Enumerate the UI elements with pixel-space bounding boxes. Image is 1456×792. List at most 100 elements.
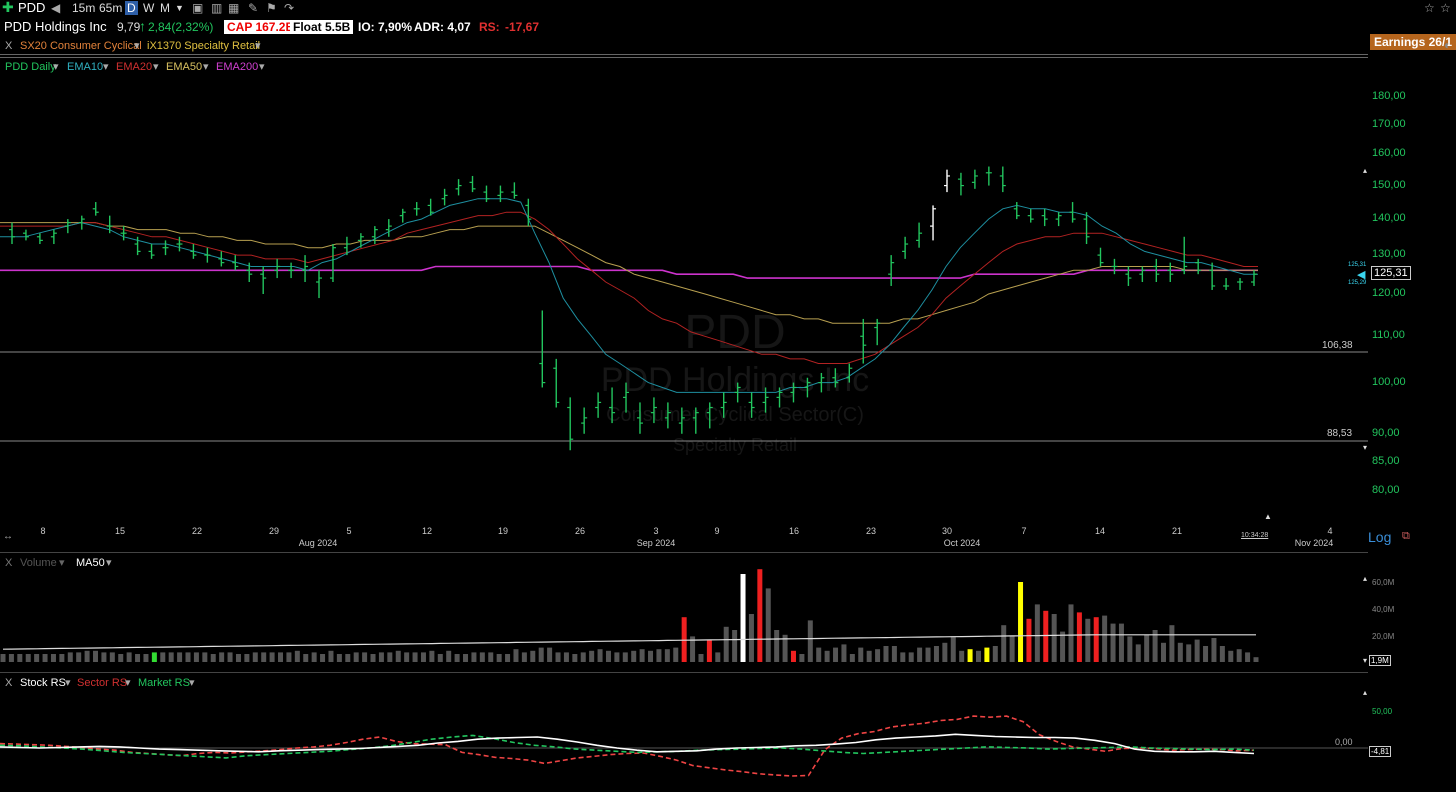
price-chart[interactable] <box>0 60 1368 520</box>
volume-bar <box>1127 636 1133 662</box>
sector-dropdown-icon[interactable]: ▾ <box>134 40 140 52</box>
volume-divider <box>0 552 1368 553</box>
volume-bar <box>900 652 906 662</box>
sector-link[interactable]: SX20 Consumer Cyclical <box>20 40 142 52</box>
volume-bar <box>1043 610 1049 662</box>
volume-bar <box>1060 631 1066 662</box>
price-bar <box>329 244 336 283</box>
rs-market-label[interactable]: Market RS <box>138 677 190 689</box>
symbol-input[interactable]: PDD <box>18 0 46 15</box>
date-tick: 30 <box>941 526 953 536</box>
volume-bar <box>959 650 965 662</box>
volume-bar <box>160 652 166 662</box>
volume-bar <box>353 652 359 662</box>
calculator-icon[interactable]: ▦ <box>228 1 240 15</box>
period-daily[interactable]: D <box>125 1 138 15</box>
volume-bar <box>757 569 763 662</box>
add-icon[interactable]: ✚ <box>2 0 14 15</box>
legend-ema10[interactable]: EMA10 <box>67 61 104 73</box>
price-bar <box>567 397 574 451</box>
scroll-up-icon[interactable]: ▲ <box>1264 512 1272 521</box>
date-tick: 19 <box>497 526 509 536</box>
chart-type-icon[interactable]: ▣ <box>192 1 204 15</box>
price-bar <box>511 182 518 199</box>
rs-up-arrow-icon[interactable]: ▴ <box>1363 688 1368 697</box>
price-bar <box>1209 262 1216 290</box>
ema50-dropdown-icon[interactable]: ▾ <box>203 61 209 73</box>
draw-icon[interactable]: ✎ <box>248 1 259 15</box>
star-icon[interactable]: ☆ <box>1424 1 1435 15</box>
ema200-dropdown-icon[interactable]: ▾ <box>259 61 265 73</box>
volume-bar <box>93 650 99 662</box>
share-icon[interactable]: ↷ <box>284 1 295 15</box>
legend-ema20[interactable]: EMA20 <box>116 61 153 73</box>
price-bar <box>9 222 15 245</box>
rs-stock-dropdown-icon[interactable]: ▾ <box>65 677 71 689</box>
earnings-badge[interactable]: Earnings 26/1 <box>1369 34 1456 50</box>
rs-sector-dropdown-icon[interactable]: ▾ <box>125 677 131 689</box>
price-bar <box>232 255 239 271</box>
axis-up-arrow-icon[interactable]: ▴ <box>1363 166 1368 175</box>
month-tick: Aug 2024 <box>298 538 338 548</box>
ema20-dropdown-icon[interactable]: ▾ <box>153 61 159 73</box>
sector-bar: X SX20 Consumer Cyclical ▾ iX1370 Specia… <box>0 36 1456 54</box>
star-outline-icon[interactable]: ☆ <box>1440 1 1451 15</box>
volume-bar <box>328 650 334 662</box>
volume-dropdown-icon[interactable]: ▾ <box>59 557 65 569</box>
price-bar <box>846 363 853 383</box>
ma-dropdown-icon[interactable]: ▾ <box>106 557 112 569</box>
quote-header: PDD Holdings Inc 9,79 ↑ 2,84(2,32%) CAP … <box>0 17 1456 50</box>
price-axis[interactable]: 180,00 170,00 160,00 150,00 140,00 130,00 120,… <box>1368 60 1456 540</box>
period-dropdown-icon[interactable]: ▼ <box>175 3 184 13</box>
vol-up-arrow-icon[interactable]: ▴ <box>1363 574 1368 583</box>
rs-chart[interactable] <box>0 686 1368 792</box>
rs-close-button[interactable]: X <box>5 677 13 689</box>
flag-icon[interactable]: ⚑ <box>266 1 277 15</box>
bars-icon[interactable]: ▥ <box>211 1 223 15</box>
interval-65m[interactable]: 65m <box>99 1 123 15</box>
volume-bar <box>992 646 998 662</box>
period-weekly[interactable]: W <box>143 1 155 15</box>
link-icon[interactable]: ⧉ <box>1402 530 1410 542</box>
price-bar <box>441 188 448 206</box>
volume-bar <box>0 654 6 662</box>
volume-close-button[interactable]: X <box>5 557 13 569</box>
legend-series[interactable]: PDD Daily <box>5 61 56 73</box>
legend-series-dropdown-icon[interactable]: ▾ <box>53 61 59 73</box>
legend-ema200[interactable]: EMA200 <box>216 61 259 73</box>
volume-bar <box>1203 646 1209 662</box>
log-scale-toggle[interactable]: Log <box>1368 529 1392 545</box>
volume-bar <box>849 654 855 662</box>
volume-ma-label[interactable]: MA50 <box>76 557 105 569</box>
period-monthly[interactable]: M <box>160 1 170 15</box>
interval-15m[interactable]: 15m <box>72 1 96 15</box>
industry-link[interactable]: iX1370 Specialty Retail <box>147 40 261 52</box>
scroll-arrow-icon[interactable]: ◐ <box>1444 38 1452 52</box>
volume-bar <box>84 650 90 662</box>
rs-value: -17,67 <box>505 20 540 34</box>
price-bar <box>678 407 685 434</box>
volume-bar <box>631 650 637 662</box>
volume-chart[interactable] <box>0 566 1368 670</box>
scroll-left-right-icon[interactable]: ↔ <box>3 531 13 542</box>
volume-bar <box>463 654 469 662</box>
volume-bar <box>294 650 300 662</box>
price-bar <box>190 244 197 259</box>
price-bar <box>818 372 825 393</box>
sector-close-button[interactable]: X <box>5 40 13 52</box>
volume-bar <box>807 620 813 662</box>
industry-dropdown-icon[interactable]: ▾ <box>255 40 261 52</box>
rs-sector-label[interactable]: Sector RS <box>77 677 128 689</box>
ema10-dropdown-icon[interactable]: ▾ <box>103 61 109 73</box>
volume-bar <box>345 654 351 662</box>
legend-ema50[interactable]: EMA50 <box>166 61 203 73</box>
volume-bar <box>59 654 65 662</box>
rs-stock-label[interactable]: Stock RS <box>20 677 66 689</box>
rs-market-dropdown-icon[interactable]: ▾ <box>189 677 195 689</box>
volume-bar <box>917 647 923 662</box>
speaker-icon[interactable]: ◀ <box>51 1 61 15</box>
vol-down-arrow-icon[interactable]: ▾ <box>1363 656 1368 665</box>
price-bar <box>1251 270 1257 286</box>
axis-down-arrow-icon[interactable]: ▾ <box>1363 443 1368 452</box>
volume-tick-40: 40,0M <box>1372 605 1395 614</box>
